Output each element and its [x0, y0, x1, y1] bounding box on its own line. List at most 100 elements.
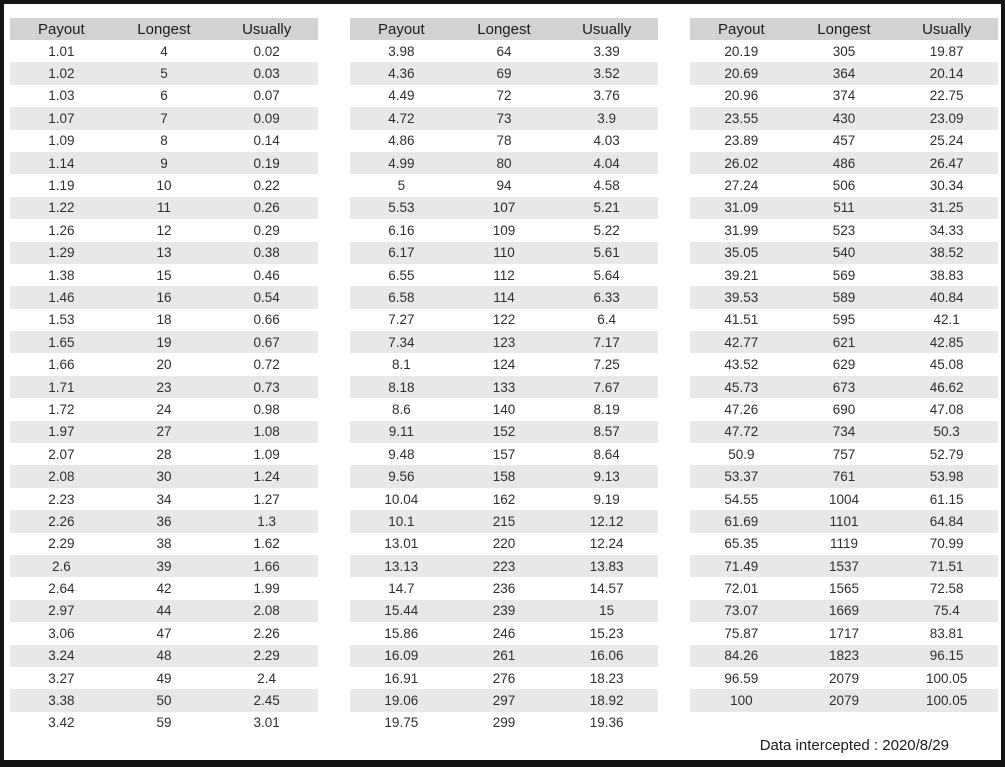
table-cell: 7.17 [593, 334, 620, 350]
table-cell: 47.72 [724, 424, 759, 440]
table-cell: 47.08 [929, 401, 964, 417]
table-cell: 18.92 [589, 693, 624, 709]
table-cell: 18 [156, 312, 172, 328]
table-cell: 13 [156, 245, 172, 261]
table-cell: 1.29 [48, 245, 75, 261]
table-cell: 38.83 [929, 267, 964, 283]
table-row: 2.23 34 1.27 [10, 488, 318, 510]
table-cell: 3.9 [597, 110, 617, 126]
table-cell: 673 [832, 379, 856, 395]
table-cell: 0.09 [253, 110, 280, 126]
table-cell: 2.26 [253, 625, 280, 641]
table-cell: 53.98 [929, 469, 964, 485]
table-cell: 75.4 [933, 603, 960, 619]
table-cell: 2.08 [253, 603, 280, 619]
table-cell: 16.06 [589, 648, 624, 664]
table-cell: 1565 [828, 581, 859, 597]
table-cell: 1.02 [48, 66, 75, 82]
table-cell: 52.79 [929, 446, 964, 462]
table-cell: 1.01 [48, 43, 75, 59]
table-row: 20.69 364 20.14 [690, 62, 998, 85]
table-cell: 15 [156, 267, 172, 283]
table-cell: 761 [832, 469, 856, 485]
table-cell: 53.37 [724, 469, 759, 485]
table-row: 39.21 569 38.83 [690, 264, 998, 286]
header-row: Payout Longest Usually [350, 18, 658, 40]
table-cell: 14.57 [589, 581, 624, 597]
table-row: 31.09 511 31.25 [690, 196, 998, 220]
table-cell: 9 [160, 155, 168, 171]
table-cell: 7.25 [593, 357, 620, 373]
table-cell: 38 [156, 536, 172, 552]
table-cell: 4.49 [388, 88, 415, 104]
table-row: 72.01 1565 72.58 [690, 577, 998, 599]
table-cell: 71.49 [724, 558, 759, 574]
table-cell: 2079 [828, 693, 859, 709]
table-row: 20.96 374 22.75 [690, 85, 998, 107]
table-row: 1.53 18 0.66 [10, 309, 318, 331]
table-cell: 3.39 [593, 43, 620, 59]
table-cell: 4.36 [388, 66, 415, 82]
table-cell: 31.25 [929, 200, 964, 216]
table-cell: 112 [493, 267, 515, 283]
table-cell: 124 [492, 357, 516, 373]
header-row: Payout Longest Usually [10, 18, 318, 40]
table-cell: 10 [156, 178, 172, 194]
table-cell: 0.07 [253, 88, 280, 104]
table-row: 1.38 15 0.46 [10, 264, 318, 286]
column-header: Longest [452, 18, 556, 40]
table-cell: 1.03 [48, 88, 75, 104]
table-row: 50.9 757 52.79 [690, 443, 998, 465]
table-row: 2.26 36 1.3 [10, 510, 318, 533]
column-header: Usually [215, 18, 318, 40]
table-row: 2.64 42 1.99 [10, 577, 318, 599]
table-cell: 276 [492, 670, 516, 686]
table-row: 53.37 761 53.98 [690, 465, 998, 488]
table-cell: 1537 [828, 558, 859, 574]
table-cell: 7 [160, 110, 168, 126]
table-cell: 3.52 [593, 66, 620, 82]
table-row: 10.1 215 12.12 [350, 510, 658, 533]
table-cell: 246 [492, 625, 516, 641]
table-cell: 8.64 [593, 446, 620, 462]
table-cell: 100.05 [926, 693, 968, 709]
column-header: Usually [555, 18, 658, 40]
table-cell: 41.51 [724, 312, 759, 328]
table-cell: 1.09 [253, 446, 280, 462]
table-cell: 109 [492, 222, 516, 238]
table-row: 1.65 19 0.67 [10, 331, 318, 354]
table-row: 9.56 158 9.13 [350, 465, 658, 488]
table-cell: 27 [156, 424, 172, 440]
table-cell: 39.53 [724, 289, 759, 305]
table-cell: 0.98 [253, 401, 280, 417]
table-cell: 30.34 [929, 178, 964, 194]
table-cell: 70.99 [929, 536, 964, 552]
table-cell: 25.24 [929, 133, 964, 149]
table-row: 45.73 673 46.62 [690, 375, 998, 399]
table-cell: 9.19 [593, 491, 620, 507]
table-cell: 7.67 [593, 379, 620, 395]
table-row: 2.07 28 1.09 [10, 443, 318, 465]
table-cell: 0.72 [253, 357, 280, 373]
table-cell: 48 [156, 648, 172, 664]
table-cell: 0.67 [253, 334, 280, 350]
table-row: 84.26 1823 96.15 [690, 644, 998, 667]
table-cell: 690 [832, 401, 856, 417]
table-cell: 31.09 [724, 200, 759, 216]
table-cell: 100.05 [926, 670, 968, 686]
table-cell: 299 [492, 715, 516, 731]
table-cell: 430 [832, 110, 856, 126]
table-cell: 10.04 [384, 491, 419, 507]
table-cell: 50.3 [933, 424, 960, 440]
table-row: 3.06 47 2.26 [10, 622, 318, 644]
table-cell: 3.01 [253, 715, 280, 731]
table-cell: 1.65 [48, 334, 75, 350]
table-row: 1.02 5 0.03 [10, 62, 318, 85]
table-cell: 1.46 [48, 289, 75, 305]
table-cell: 1.26 [48, 222, 75, 238]
table-cell: 15.23 [589, 625, 624, 641]
tables-row: Payout Longest Usually 1.01 4 0.02 1.02 5 0.03 1.… [4, 4, 1001, 734]
table-row: 10.04 162 9.19 [350, 488, 658, 510]
table-cell: 110 [493, 245, 515, 261]
table-cell: 4.03 [593, 133, 620, 149]
